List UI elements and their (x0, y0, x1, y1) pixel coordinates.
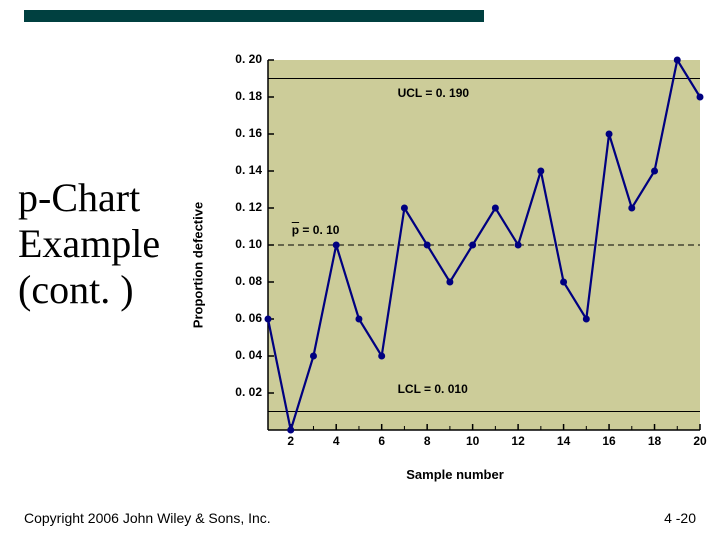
x-tick-label: 4 (321, 434, 351, 448)
x-tick-label: 2 (276, 434, 306, 448)
chart-annotation: p = 0. 10 (292, 223, 340, 237)
y-axis-label: Proportion defective (191, 202, 206, 328)
title-line: (cont. ) (18, 267, 160, 313)
chart-annotation: UCL = 0. 190 (398, 86, 469, 100)
footer-page-number: 4 -20 (664, 510, 696, 526)
footer-copyright: Copyright 2006 John Wiley & Sons, Inc. (24, 510, 271, 526)
x-tick-label: 8 (412, 434, 442, 448)
title-line: Example (18, 221, 160, 267)
y-tick-label: 0. 02 (202, 385, 262, 399)
y-tick-label: 0. 14 (202, 163, 262, 177)
y-tick-label: 0. 20 (202, 52, 262, 66)
y-tick-label: 0. 10 (202, 237, 262, 251)
p-chart: Proportion defective Sample number 0. 02… (200, 50, 710, 480)
x-tick-label: 12 (503, 434, 533, 448)
slide: p-Chart Example (cont. ) Proportion defe… (0, 0, 720, 540)
decorative-top-bar (24, 10, 484, 22)
y-tick-label: 0. 16 (202, 126, 262, 140)
x-tick-label: 16 (594, 434, 624, 448)
y-tick-label: 0. 04 (202, 348, 262, 362)
slide-title: p-Chart Example (cont. ) (18, 175, 160, 313)
x-axis-label: Sample number (200, 467, 710, 482)
y-tick-label: 0. 18 (202, 89, 262, 103)
y-tick-label: 0. 12 (202, 200, 262, 214)
y-tick-label: 0. 06 (202, 311, 262, 325)
chart-svg (200, 50, 710, 480)
x-tick-label: 10 (458, 434, 488, 448)
x-tick-label: 6 (367, 434, 397, 448)
title-line: p-Chart (18, 175, 160, 221)
x-tick-label: 18 (640, 434, 670, 448)
x-tick-label: 20 (685, 434, 715, 448)
x-tick-label: 14 (549, 434, 579, 448)
y-tick-label: 0. 08 (202, 274, 262, 288)
chart-annotation: LCL = 0. 010 (398, 382, 468, 396)
